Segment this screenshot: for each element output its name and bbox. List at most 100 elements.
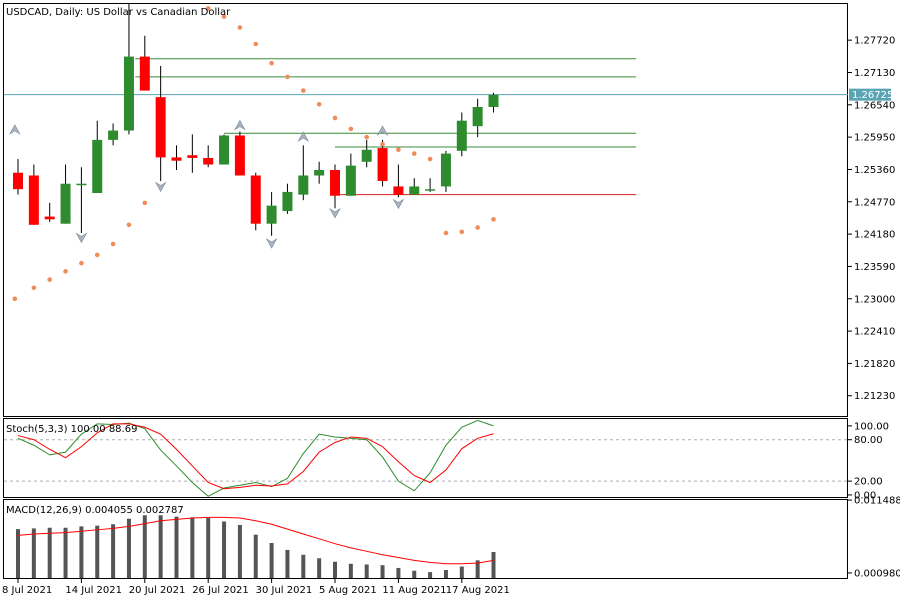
psar-dot	[237, 25, 243, 30]
macd-bar	[174, 516, 179, 578]
candle-body	[234, 135, 245, 176]
psar-dot	[301, 88, 306, 93]
price-tick-label: 1.27720	[854, 36, 895, 47]
macd-bar	[380, 565, 385, 578]
price-tick-label: 1.21820	[854, 359, 895, 370]
fractal-arrow	[75, 232, 88, 244]
axes: 1.27720 1.27130 1.26540 1.25950 1.25360 1.247…	[2, 36, 900, 596]
macd-signal-line	[17, 516, 494, 565]
macd-chart	[16, 515, 496, 578]
psar-dot	[142, 200, 148, 206]
stoch-title: Stoch(5,3,3) 100.00 88.69	[6, 424, 137, 435]
psar-dot	[411, 151, 417, 156]
psar-dot	[316, 101, 322, 107]
candle-body	[219, 135, 230, 165]
price-tick-label: 1.26540	[854, 100, 895, 111]
price-tick-label: 1.25950	[854, 133, 895, 144]
psar-dot	[491, 217, 496, 222]
candle-body	[171, 157, 182, 161]
macd-bar	[142, 515, 147, 578]
price-tick-label: 1.23590	[854, 262, 895, 273]
macd-bar	[206, 518, 211, 578]
time-tick-label: 20 Jul 2021	[129, 585, 186, 596]
fractal-arrow	[234, 119, 246, 131]
psar-dot	[380, 141, 385, 147]
psar-dot	[427, 156, 433, 162]
psar-dot	[94, 252, 100, 258]
time-tick-label: 5 Aug 2021	[319, 585, 377, 596]
time-tick-label: 11 Aug 2021	[382, 585, 446, 596]
candle-body	[409, 186, 420, 195]
price-tick-label: 1.24180	[854, 230, 895, 241]
psar-dot	[396, 147, 401, 153]
psar-dot	[285, 74, 290, 80]
price-chart	[4, 4, 848, 302]
psar-dot	[12, 296, 18, 302]
macd-bar	[364, 564, 369, 578]
macd-bar	[285, 549, 290, 578]
candle-body	[139, 56, 150, 91]
psar-dot	[364, 134, 370, 140]
macd-bar	[63, 527, 68, 578]
candle-body	[92, 139, 103, 194]
candle-body	[282, 191, 293, 212]
price-tick-label: 1.21230	[854, 391, 895, 402]
fractal-arrow	[265, 238, 278, 249]
psar-dot	[269, 60, 274, 66]
stoch-tick-label: 20.00	[854, 477, 883, 488]
candle-body	[345, 165, 356, 196]
candle-body	[76, 183, 87, 186]
macd-bar	[301, 554, 306, 578]
time-tick-label: 26 Jul 2021	[192, 585, 249, 596]
macd-bar	[126, 518, 131, 578]
price-tick-label: 1.27130	[854, 68, 895, 79]
macd-bar	[79, 526, 84, 578]
psar-dot	[348, 126, 354, 132]
macd-bar	[158, 515, 163, 578]
candle-body	[123, 56, 134, 131]
psar-dot	[221, 14, 227, 19]
macd-bar	[16, 529, 20, 578]
price-tick-label: 1.25360	[854, 165, 895, 176]
psar-dot	[110, 241, 116, 247]
main-chart-title: USDCAD, Daily: US Dollar vs Canadian Dol…	[6, 7, 231, 18]
candle-body	[440, 153, 451, 187]
macd-tick-label: 0.000980	[854, 568, 900, 579]
time-tick-label: 8 Jul 2021	[2, 585, 52, 596]
macd-bar	[95, 525, 100, 578]
stoch-tick-label: 100.00	[854, 421, 889, 432]
candle-body	[377, 148, 388, 181]
candle-body	[13, 172, 23, 190]
stochastic-chart	[4, 419, 848, 497]
macd-bar	[396, 567, 401, 578]
psar-dot	[63, 269, 68, 274]
candle-body	[28, 175, 39, 225]
candle-body	[108, 130, 119, 140]
macd-bar	[459, 566, 464, 578]
fractal-arrow	[297, 131, 310, 142]
psar-dot	[205, 6, 211, 11]
macd-bar	[348, 563, 353, 578]
stoch-series-line	[17, 423, 494, 490]
macd-bar	[428, 572, 433, 578]
fractal-arrow	[329, 208, 341, 219]
current-price-label: 1.26725	[852, 90, 893, 101]
candle-body	[425, 189, 436, 191]
psar-dot	[443, 230, 449, 236]
price-tick-label: 1.23000	[854, 294, 895, 305]
candle-body	[330, 170, 340, 196]
candle-body	[361, 149, 372, 162]
candle-body	[187, 155, 198, 158]
time-tick-label: 17 Aug 2021	[446, 585, 510, 596]
macd-bar	[269, 542, 274, 578]
macd-bar	[253, 534, 258, 578]
time-tick-label: 30 Jul 2021	[256, 585, 313, 596]
psar-dot	[475, 225, 480, 230]
macd-bar	[47, 527, 52, 578]
candle-body	[298, 175, 309, 195]
macd-bar	[475, 560, 480, 578]
macd-bar	[222, 521, 227, 578]
price-tick-label: 1.24770	[854, 197, 895, 208]
fractal-arrow	[154, 181, 167, 193]
